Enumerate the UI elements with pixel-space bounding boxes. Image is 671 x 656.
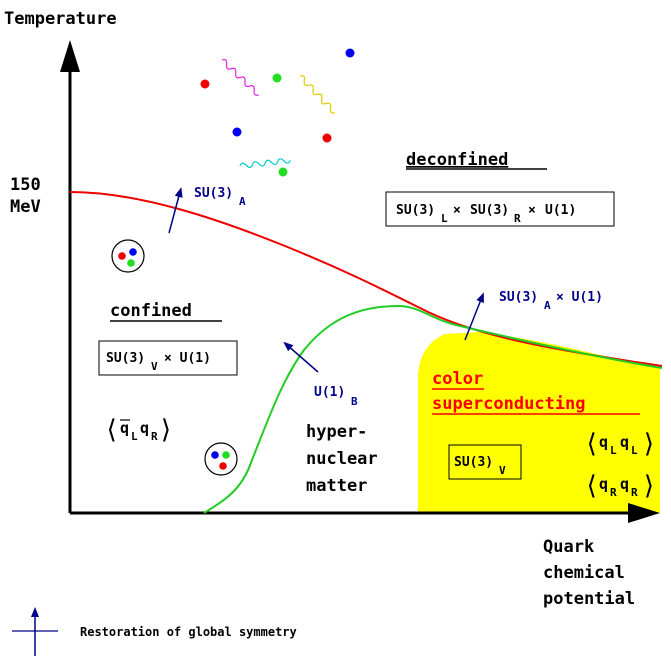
- legend-arrow-symbol: [12, 607, 58, 656]
- svg-text:× U(1): × U(1): [164, 351, 211, 366]
- svg-text:q: q: [599, 433, 608, 451]
- svg-text:L: L: [441, 212, 448, 225]
- arrow-u1b: [283, 341, 319, 373]
- svg-text:q: q: [620, 475, 629, 493]
- svg-text:⟨: ⟨: [584, 429, 600, 459]
- y-axis-label: Temperature: [4, 9, 117, 29]
- confined-symmetry-text: SU(3) V × U(1): [106, 351, 211, 373]
- svg-text:A: A: [239, 195, 246, 208]
- svg-text:×: ×: [528, 203, 536, 218]
- deconfined-symmetry-text: SU(3) L × SU(3) R × U(1): [396, 203, 576, 225]
- csc-symmetry-box: [448, 444, 522, 480]
- quark-blue: [345, 48, 355, 58]
- svg-text:R: R: [610, 486, 617, 499]
- confined-symmetry-box: [98, 340, 238, 376]
- deconfined-label: deconfined: [406, 150, 508, 170]
- hyper-label-2: nuclear: [306, 449, 378, 469]
- csc-label-1: color: [432, 369, 483, 389]
- svg-text:SU(3): SU(3): [499, 290, 538, 305]
- svg-text:L: L: [131, 430, 138, 443]
- svg-text:SU(3): SU(3): [194, 186, 233, 201]
- hyper-label-1: hyper-: [306, 422, 367, 442]
- confined-condensate: ⟨ q L q R ⟩: [104, 415, 174, 445]
- svg-text:×: ×: [453, 203, 461, 218]
- svg-text:q: q: [120, 419, 129, 437]
- legend-label: Restoration of global symmetry: [80, 625, 297, 639]
- svg-text:V: V: [499, 464, 506, 477]
- svg-text:⟩: ⟩: [641, 471, 657, 501]
- svg-text:⟩: ⟩: [641, 429, 657, 459]
- x-axis-label-potential: potential: [543, 589, 635, 609]
- svg-text:L: L: [631, 444, 638, 457]
- hyper-label-3: matter: [306, 476, 367, 496]
- baryon-lower: [204, 442, 238, 476]
- svg-text:⟩: ⟩: [158, 415, 174, 445]
- deconfined-symmetry-box: [385, 191, 615, 227]
- svg-text:q: q: [140, 419, 149, 437]
- csc-condensate-right: ⟨ q R q R ⟩: [584, 471, 657, 501]
- quark-gluon-plasma-illustration: [200, 48, 355, 177]
- svg-text:× U(1): × U(1): [556, 290, 603, 305]
- quark-red: [200, 79, 210, 89]
- arrow-su3a: [168, 187, 183, 234]
- svg-text:SU(3): SU(3): [454, 455, 493, 470]
- quark-green: [272, 73, 282, 83]
- svg-text:R: R: [631, 486, 638, 499]
- confined-label: confined: [110, 301, 192, 321]
- label-su3a-u1: SU(3) A × U(1): [499, 290, 603, 312]
- svg-text:L: L: [610, 444, 617, 457]
- label-u1b: U(1) B: [314, 385, 358, 408]
- quark-red: [322, 133, 332, 143]
- y-axis-arrowhead: [60, 40, 80, 72]
- svg-text:q: q: [620, 433, 629, 451]
- svg-text:R: R: [151, 430, 158, 443]
- svg-text:SU(3): SU(3): [396, 203, 435, 218]
- svg-text:R: R: [514, 212, 521, 225]
- csc-label-2: superconducting: [432, 394, 586, 414]
- gluon-yellow: [299, 75, 336, 114]
- x-axis-label-quark: Quark: [543, 537, 594, 557]
- csc-condensate-left: ⟨ q L q L ⟩: [584, 429, 657, 459]
- svg-text:U(1): U(1): [545, 203, 576, 218]
- svg-text:V: V: [151, 360, 158, 373]
- baryon-upper: [111, 239, 145, 273]
- svg-text:q: q: [599, 475, 608, 493]
- quark-green: [278, 167, 288, 177]
- svg-text:⟨: ⟨: [104, 415, 120, 445]
- nuclear-matter-curve: [203, 304, 663, 514]
- svg-text:U(1): U(1): [314, 385, 345, 400]
- label-su3a: SU(3) A: [194, 186, 246, 208]
- svg-text:A: A: [544, 299, 551, 312]
- arrow-su3a-u1: [464, 292, 484, 341]
- svg-text:SU(3): SU(3): [470, 203, 509, 218]
- svg-text:SU(3): SU(3): [106, 351, 145, 366]
- x-axis-label-chemical: chemical: [543, 563, 625, 583]
- csc-symmetry-text: SU(3) V: [454, 455, 506, 477]
- svg-text:⟨: ⟨: [584, 471, 600, 501]
- gluon-magenta: [221, 58, 259, 96]
- quark-blue: [232, 127, 242, 137]
- gluon-cyan: [239, 158, 291, 168]
- y-tick-150: 150: [10, 175, 41, 195]
- svg-text:B: B: [351, 395, 358, 408]
- x-axis-arrowhead: [628, 503, 660, 523]
- y-tick-mev: MeV: [10, 197, 41, 217]
